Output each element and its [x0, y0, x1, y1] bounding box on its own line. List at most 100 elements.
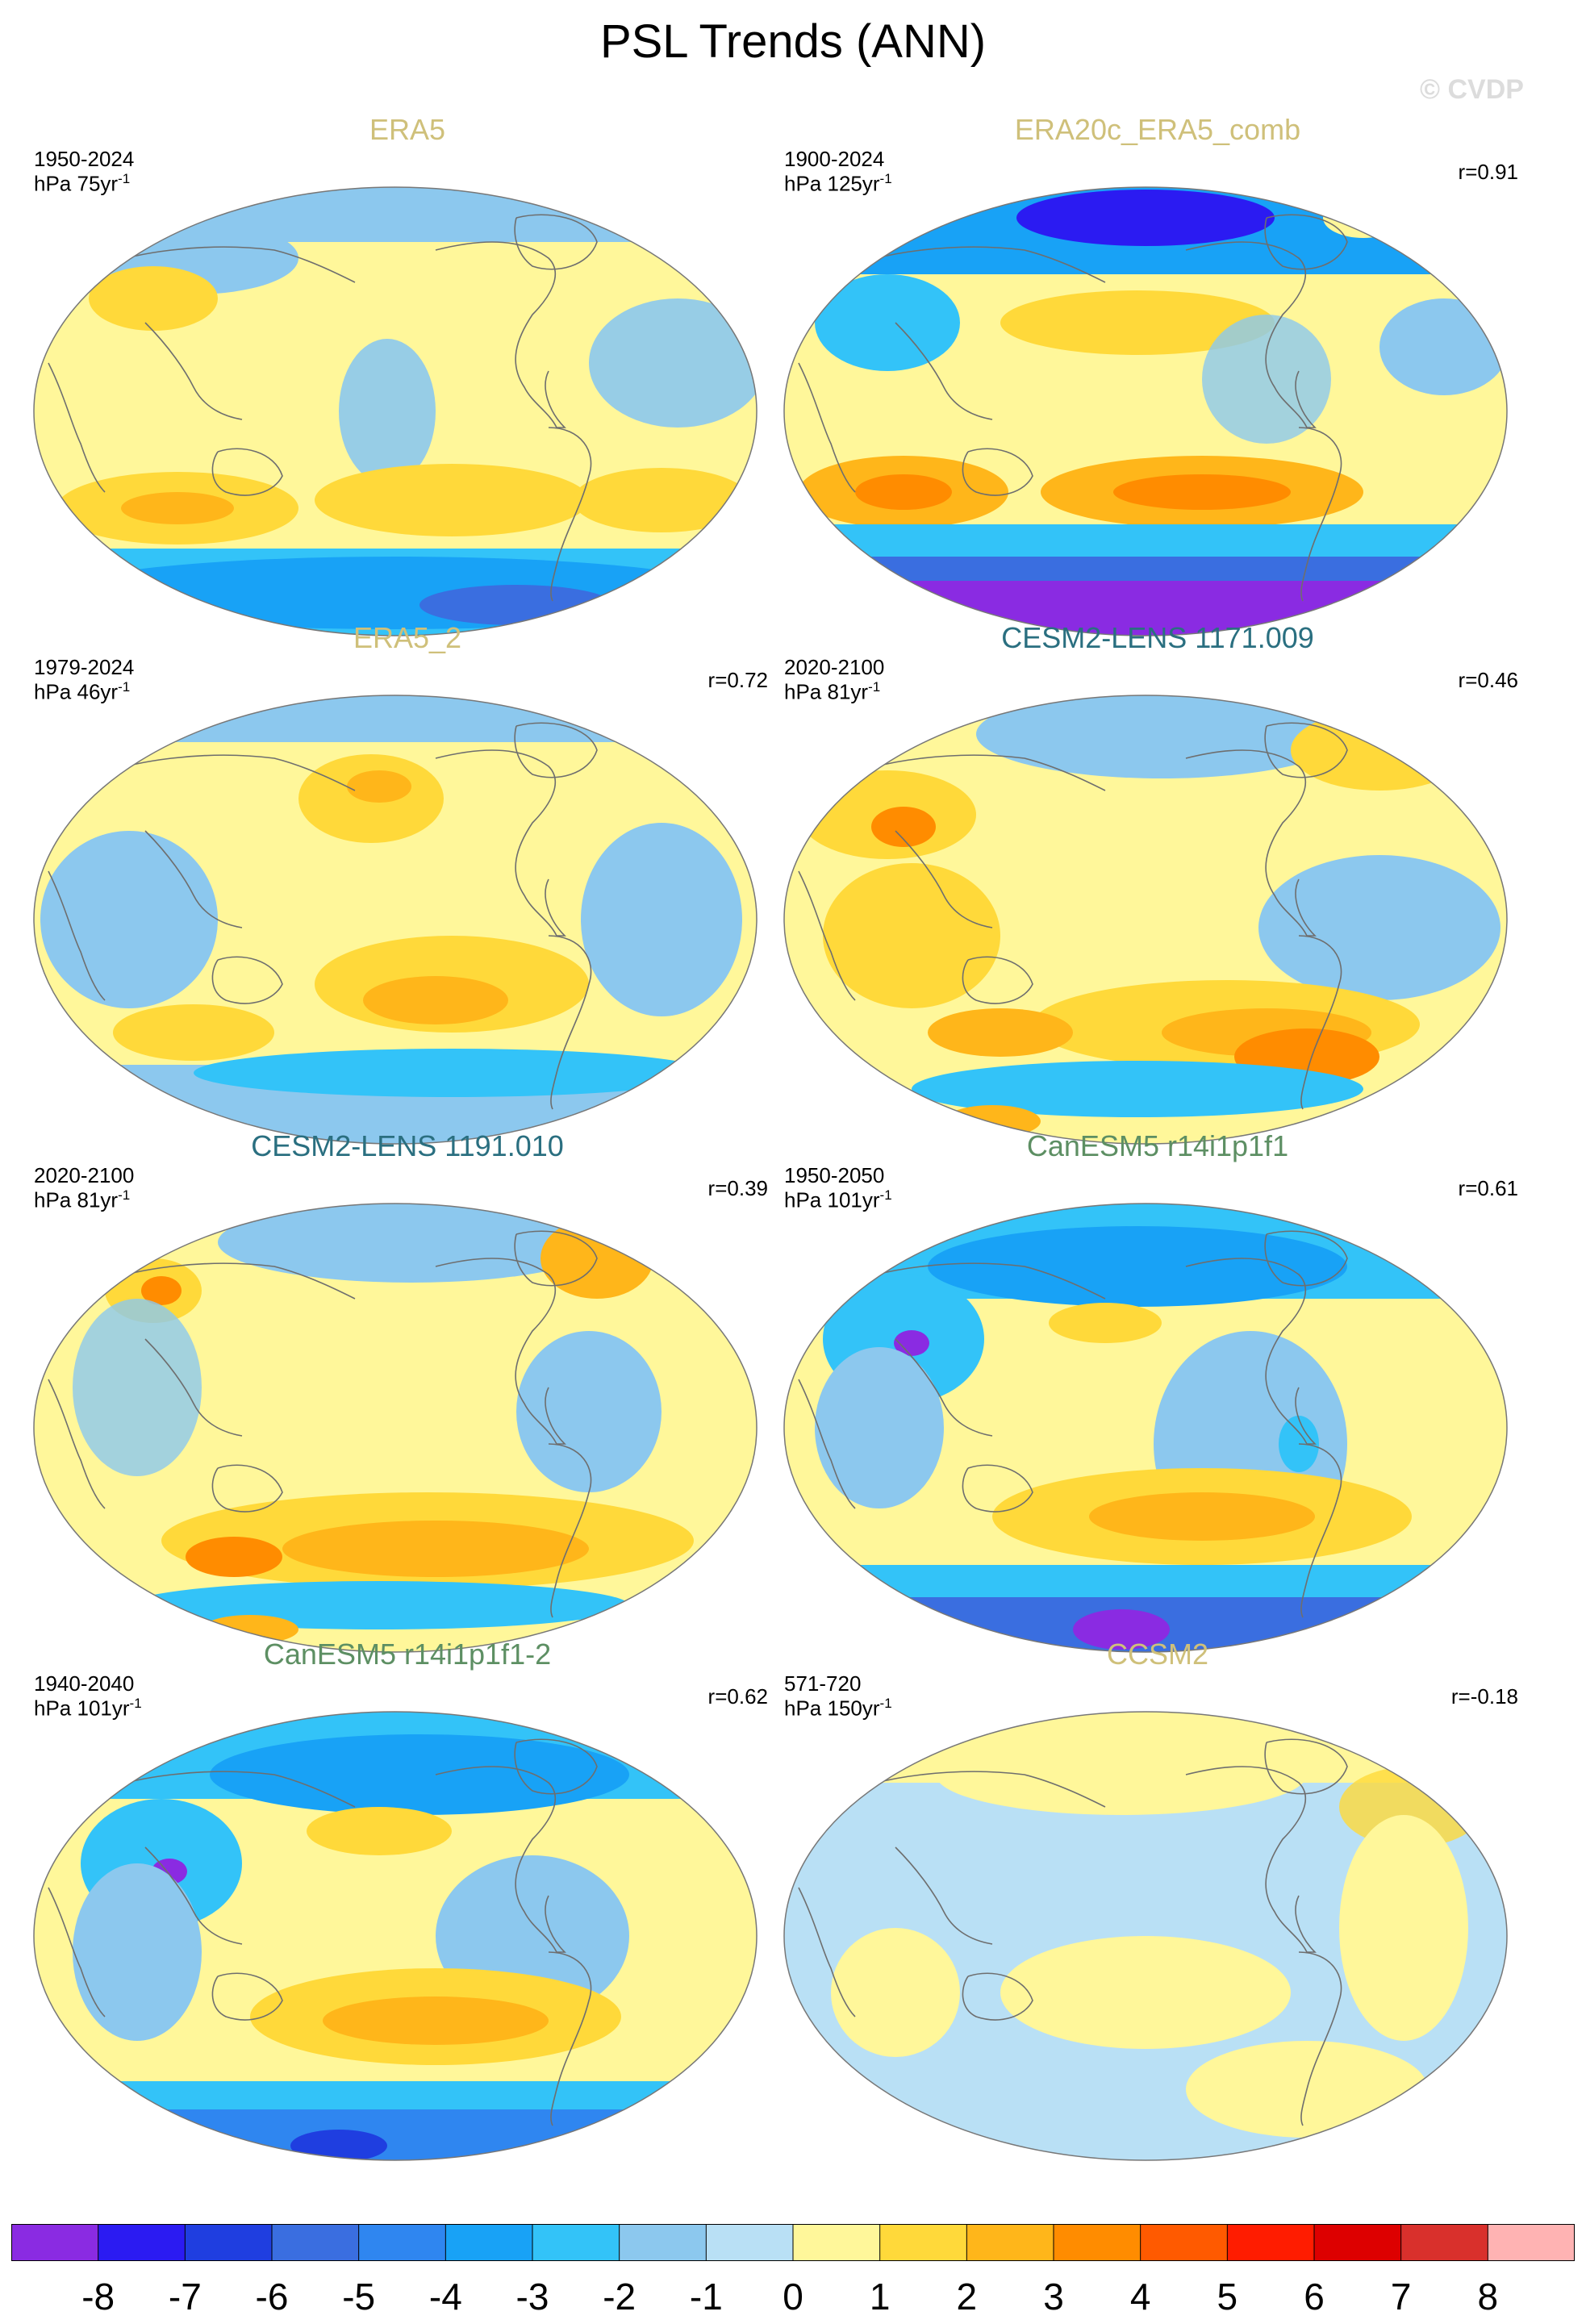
watermark: © CVDP: [1420, 74, 1524, 105]
trend-map: [783, 695, 1508, 1145]
coastlines: [798, 1738, 1348, 2126]
trend-map: [33, 1711, 758, 2161]
trend-field: [784, 695, 1507, 1144]
trend-map: [783, 1711, 1508, 2161]
colorbar-segment: [966, 2224, 1054, 2261]
panel-period: 1950-2024: [34, 147, 135, 171]
panel-units-exponent: -1: [868, 679, 881, 695]
colorbar-segment: [1314, 2224, 1402, 2261]
map-panel: CanESM5 r14i1p1f1-2 1940-2040 hPa 101yr-1 r…: [32, 1638, 783, 2161]
colorbar-segment: [185, 2224, 273, 2261]
map-outline: [33, 695, 758, 1145]
panel-correlation: r=0.39: [707, 1176, 768, 1200]
panel-units-exponent: -1: [129, 1696, 142, 1711]
colorbar-tick-label: 7: [1390, 2276, 1412, 2318]
colorbar-tick-label: 8: [1477, 2276, 1499, 2318]
colorbar-tick-label: 4: [1129, 2276, 1151, 2318]
panel-units: hPa 125yr-1: [784, 171, 892, 197]
map-panel: CanESM5 r14i1p1f1 1950-2050 hPa 101yr-1 r=0…: [783, 1129, 1533, 1653]
colorbar-segment: [1054, 2224, 1142, 2261]
colorbar: [11, 2224, 1575, 2261]
colorbar-segment: [272, 2224, 360, 2261]
colorbar-tick-label: -6: [255, 2276, 289, 2318]
trend-map: [33, 1203, 758, 1653]
colorbar-tick-label: -1: [689, 2276, 723, 2318]
panel-units-text: hPa 101yr: [34, 1696, 130, 1721]
panel-units-exponent: -1: [879, 1187, 892, 1203]
colorbar-tick-label: -7: [168, 2276, 202, 2318]
panel-units-text: hPa 125yr: [784, 171, 880, 196]
map-outline: [33, 1203, 758, 1653]
panel-units-text: hPa 75yr: [34, 171, 119, 196]
panel-units: hPa 75yr-1: [34, 171, 130, 197]
colorbar-tick-label: 1: [869, 2276, 891, 2318]
panel-period: 2020-2100: [784, 655, 885, 679]
panel-period: 2020-2100: [34, 1163, 135, 1187]
map-panel: ERA20c_ERA5_comb 1900-2024 hPa 125yr-1 r=0.…: [783, 113, 1533, 636]
trend-field: [34, 187, 757, 636]
colorbar-segment: [1400, 2224, 1488, 2261]
colorbar-segment: [1140, 2224, 1228, 2261]
coastlines: [798, 722, 1348, 1110]
panel-period: 1979-2024: [34, 655, 135, 679]
panel-units: hPa 101yr-1: [34, 1696, 142, 1721]
colorbar-tick-label: 2: [956, 2276, 978, 2318]
colorbar-segment: [793, 2224, 881, 2261]
colorbar-tick-label: -8: [81, 2276, 115, 2318]
panel-units: hPa 81yr-1: [784, 679, 880, 705]
map-outline: [783, 695, 1508, 1145]
trend-field: [784, 1204, 1507, 1652]
panel-period: 1950-2050: [784, 1163, 885, 1187]
panel-correlation: r=0.62: [707, 1684, 768, 1709]
panel-units-text: hPa 150yr: [784, 1696, 880, 1721]
panel-units: hPa 46yr-1: [34, 679, 130, 705]
panel-correlation: r=0.91: [1458, 160, 1518, 184]
panel-title: CCSM2: [1106, 1638, 1209, 1671]
colorbar-segment: [98, 2224, 186, 2261]
colorbar-segment: [619, 2224, 707, 2261]
panel-period: 1900-2024: [784, 147, 885, 171]
panel-units-exponent: -1: [118, 1187, 131, 1203]
trend-field: [784, 1712, 1507, 2160]
trend-field: [34, 1204, 757, 1652]
panel-units-text: hPa 81yr: [34, 1187, 119, 1212]
panel-correlation: r=-0.18: [1450, 1684, 1518, 1709]
trend-map: [33, 186, 758, 636]
panel-units-exponent: -1: [879, 171, 892, 186]
trend-field: [784, 187, 1507, 636]
trend-map: [783, 1203, 1508, 1653]
panel-units: hPa 81yr-1: [34, 1187, 130, 1213]
coastlines: [798, 214, 1348, 602]
panel-period: 1940-2040: [34, 1671, 135, 1696]
map-panel: CESM2-LENS 1191.010 2020-2100 hPa 81yr-1 r=…: [32, 1129, 783, 1653]
colorbar-segment: [532, 2224, 620, 2261]
panel-correlation: r=0.72: [707, 668, 768, 692]
panel-correlation: r=0.61: [1458, 1176, 1518, 1200]
panel-units-exponent: -1: [118, 171, 131, 186]
panel-title: CESM2-LENS 1171.009: [1001, 621, 1314, 654]
panel-period: 571-720: [784, 1671, 862, 1696]
colorbar-segment: [706, 2224, 794, 2261]
map-panel: ERA5 1950-2024 hPa 75yr-1: [32, 113, 783, 636]
panel-units: hPa 150yr-1: [784, 1696, 892, 1721]
panel-units: hPa 101yr-1: [784, 1187, 892, 1213]
panel-title: CanESM5 r14i1p1f1-2: [263, 1638, 552, 1671]
colorbar-segment: [11, 2224, 99, 2261]
map-panel: ERA5_2 1979-2024 hPa 46yr-1 r=0.72: [32, 621, 783, 1145]
trend-map: [783, 186, 1508, 636]
panel-correlation: r=0.46: [1458, 668, 1518, 692]
figure-title: PSL Trends (ANN): [599, 15, 987, 68]
trend-map: [33, 695, 758, 1145]
colorbar-tick-label: 3: [1043, 2276, 1064, 2318]
map-panel: CCSM2 571-720 hPa 150yr-1 r=-0.18: [783, 1638, 1533, 2161]
panel-units-text: hPa 101yr: [784, 1187, 880, 1212]
map-panel: CESM2-LENS 1171.009 2020-2100 hPa 81yr-1 r=…: [783, 621, 1533, 1145]
colorbar-tick-label: -5: [342, 2276, 376, 2318]
colorbar-tick-label: -3: [515, 2276, 549, 2318]
map-outline: [783, 186, 1508, 636]
panel-units-exponent: -1: [118, 679, 131, 695]
trend-field: [34, 1712, 757, 2160]
colorbar-segment: [1227, 2224, 1315, 2261]
colorbar-segment: [358, 2224, 446, 2261]
